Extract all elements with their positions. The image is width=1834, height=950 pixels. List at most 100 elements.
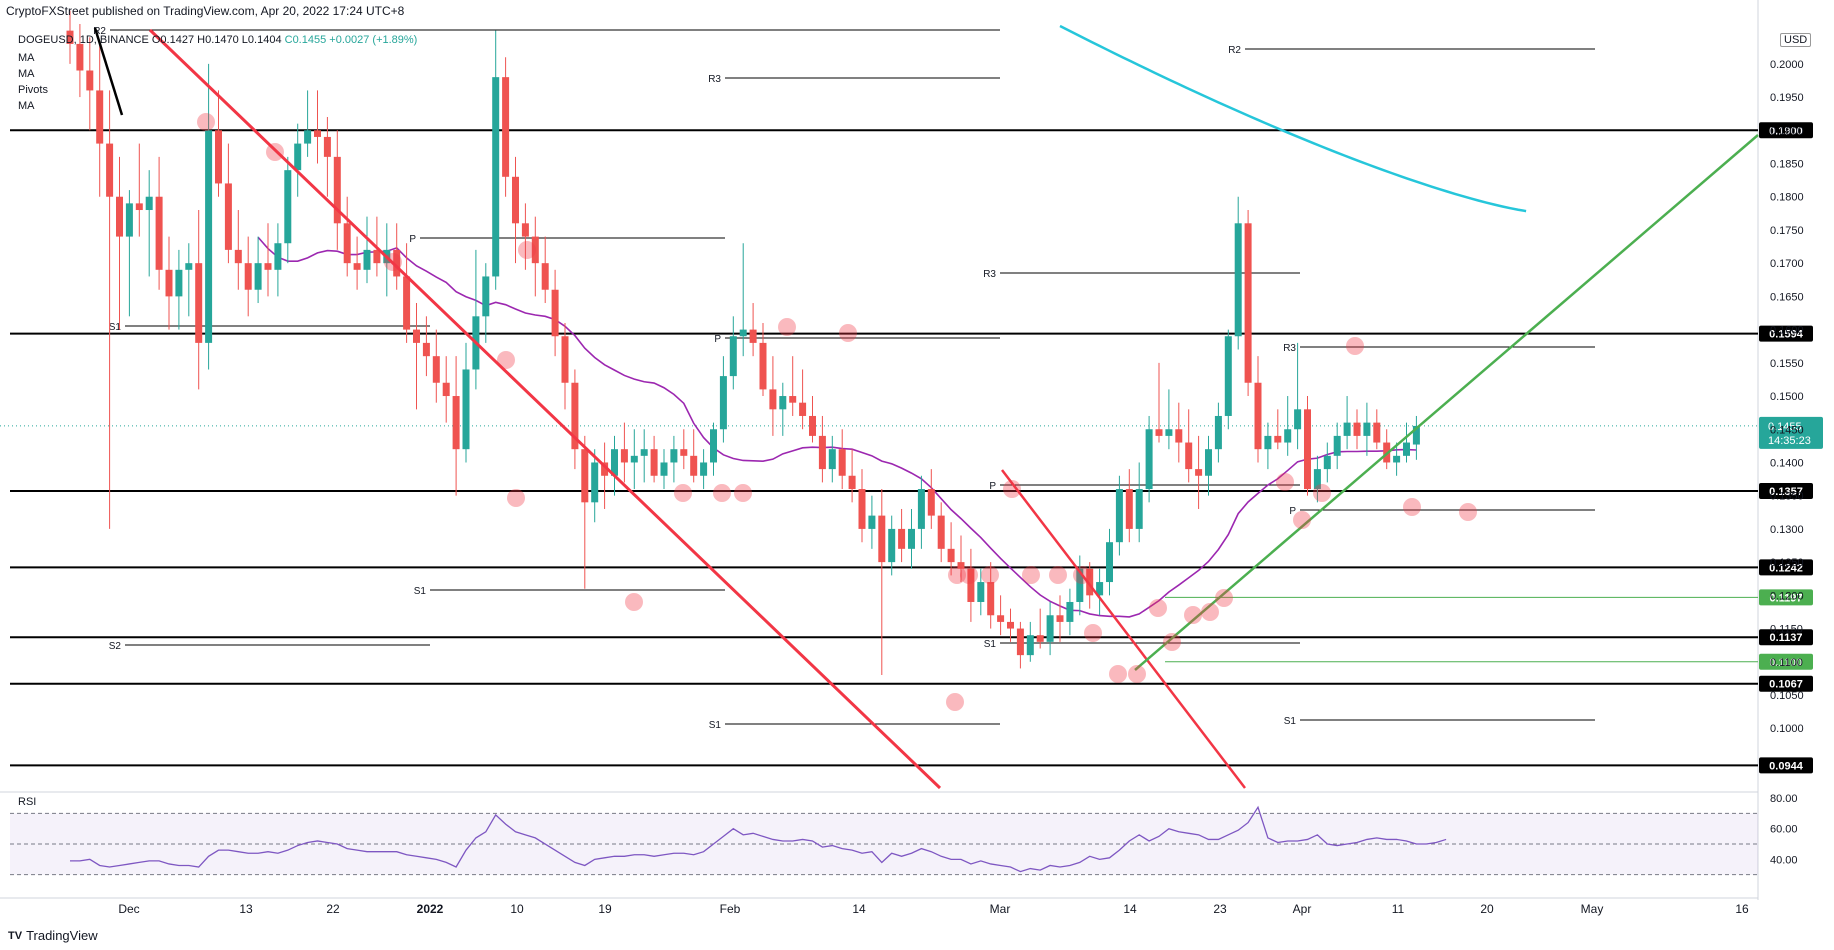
pivot-label: P <box>1289 506 1296 517</box>
candle-body <box>1353 422 1361 436</box>
candle-body <box>759 342 767 390</box>
candle-body <box>908 528 915 549</box>
price-tick-label: 0.1050 <box>1770 690 1804 702</box>
candle-body <box>1125 489 1133 529</box>
candle-body <box>898 528 906 549</box>
touch-marker <box>839 324 857 342</box>
candle-body <box>1165 429 1173 436</box>
price-tick-label: 0.1150 <box>1770 624 1803 636</box>
symbol-legend[interactable]: DOGEUSD, 1D, BINANCE O0.1427 H0.1470 L0.… <box>18 34 417 46</box>
candle-body <box>1185 442 1193 470</box>
candle-body <box>1412 425 1420 445</box>
level-tag <box>1759 122 1813 139</box>
indicator-ma-2[interactable]: MA <box>18 68 35 80</box>
candle-body <box>690 455 698 476</box>
price-tick-label: 0.1750 <box>1770 225 1804 237</box>
pivot-label: S2 <box>109 641 122 652</box>
footer-brand-label: TradingView <box>26 928 98 943</box>
candle-body <box>1294 409 1302 430</box>
candle-body <box>1106 542 1113 583</box>
level-tag <box>1759 559 1813 576</box>
time-tick-label: Mar <box>990 902 1011 916</box>
currency-badge[interactable]: USD <box>1780 33 1812 47</box>
footer-brand[interactable]: TV TradingView <box>8 928 98 943</box>
time-tick-label: 11 <box>1392 902 1405 916</box>
candle-body <box>343 223 351 264</box>
ohlc-high: H0.1470 <box>197 34 239 46</box>
level-tag <box>1759 675 1813 692</box>
candle-body <box>106 143 114 197</box>
pivot-label: P <box>714 334 721 345</box>
ma-cyan-line <box>1059 24 1527 213</box>
pivot-label: R2 <box>1228 45 1241 56</box>
level-tag-label: 0.1137 <box>1769 632 1802 644</box>
candle-body <box>185 263 193 270</box>
indicator-ma-1[interactable]: MA <box>18 52 35 64</box>
time-tick-label: May <box>1581 902 1604 916</box>
candle-body <box>333 156 341 224</box>
time-tick-label: 23 <box>1213 902 1227 916</box>
candle-body <box>373 249 381 264</box>
candle-body <box>927 489 935 516</box>
candle-body <box>1155 429 1163 436</box>
price-tick-label: 0.1900 <box>1770 125 1804 137</box>
touch-marker <box>384 253 402 271</box>
candle-body <box>422 342 430 357</box>
ohlc-change: +0.0027 (+1.89%) <box>329 34 418 46</box>
candle-body <box>116 196 123 237</box>
ohlc-low: L0.1404 <box>241 34 282 46</box>
touch-marker <box>197 113 215 131</box>
level-tag-label: 0.1197 <box>1769 592 1802 604</box>
trendlines <box>93 27 1759 790</box>
ma-purple-line <box>257 236 1417 618</box>
candle-body <box>967 568 975 602</box>
candle-body <box>620 449 628 463</box>
time-tick-label: Dec <box>118 902 139 916</box>
candle-body <box>66 30 74 44</box>
time-tick-label: 14 <box>852 902 866 916</box>
ascending-trendline <box>1134 134 1759 671</box>
price-tick-label: 0.1950 <box>1770 92 1804 104</box>
candle-body <box>541 263 549 290</box>
candle-body <box>611 449 618 476</box>
touch-marker <box>497 351 515 369</box>
candle-body <box>502 77 510 177</box>
candle-body <box>779 396 787 410</box>
touch-marker <box>507 489 525 507</box>
candle-body <box>274 243 282 270</box>
candle-body <box>947 548 955 563</box>
price-tick-label: 0.1500 <box>1770 391 1804 403</box>
pivot-label: R2 <box>93 26 106 37</box>
candle-body <box>868 515 876 529</box>
touch-marker <box>1201 603 1219 621</box>
indicator-ma-3[interactable]: MA <box>18 100 35 112</box>
candle-body <box>710 429 717 463</box>
candle-body <box>492 77 500 277</box>
candle-body <box>205 130 213 343</box>
touch-marker <box>1215 589 1233 607</box>
candle-body <box>521 223 529 237</box>
time-tick-label: 16 <box>1735 902 1749 916</box>
candle-body <box>749 329 757 343</box>
touch-marker <box>1403 498 1421 516</box>
level-tag-label: 0.0944 <box>1769 760 1804 772</box>
candle-body <box>1145 429 1153 490</box>
candle-body <box>1036 635 1044 642</box>
touch-marker <box>1149 599 1167 617</box>
candle-body <box>1066 601 1074 622</box>
time-tick-label: 20 <box>1480 902 1494 916</box>
touch-marker <box>674 484 692 502</box>
pivot-label: S1 <box>1284 716 1297 727</box>
candle-body <box>1284 429 1292 443</box>
rsi-pane: RSI 40.00 60.00 80.00 <box>10 793 1798 876</box>
publisher-line: CryptoFXStreet published on TradingView.… <box>6 4 405 18</box>
touch-marker <box>946 693 964 711</box>
level-tag-label: 0.1067 <box>1769 679 1803 691</box>
touch-marker <box>713 484 731 502</box>
indicator-pivots[interactable]: Pivots <box>18 84 48 96</box>
horizontal-levels <box>0 129 1758 767</box>
price-tick-label: 0.1700 <box>1770 258 1804 270</box>
price-tick-label: 0.1400 <box>1770 457 1804 469</box>
candle-body <box>531 236 539 264</box>
